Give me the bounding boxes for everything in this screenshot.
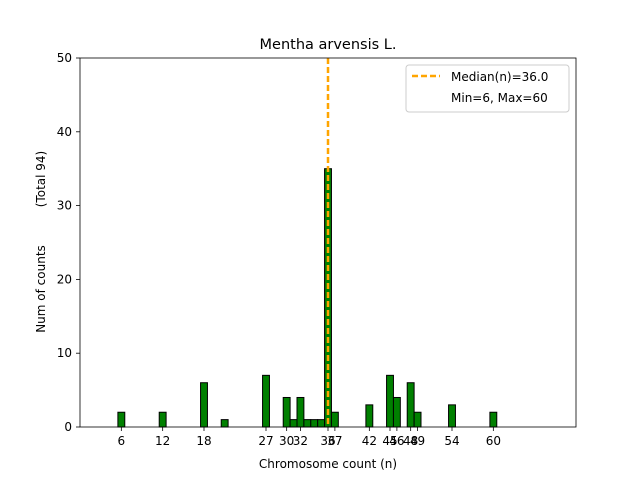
legend-frame <box>405 64 570 113</box>
x-tick-label: 46 <box>389 434 404 448</box>
bar <box>448 404 456 428</box>
bar <box>386 374 394 428</box>
x-tick-label: 45 <box>382 434 397 448</box>
x-tick-label: 32 <box>293 434 308 448</box>
x-tick-label: 60 <box>486 434 501 448</box>
chart-title: Mentha arvensis L. <box>260 37 397 53</box>
y-tick-label: 20 <box>57 272 72 286</box>
legend-minmax-label: Min=6, Max=60 <box>451 91 548 105</box>
x-tick-label: 12 <box>155 434 170 448</box>
bar <box>330 411 339 428</box>
legend: Median(n)=36.0 Min=6, Max=60 <box>405 64 570 113</box>
bar <box>200 382 208 428</box>
bar <box>406 382 415 428</box>
bar <box>296 396 305 428</box>
x-tick-label: 6 <box>118 434 126 448</box>
y-tick-label: 0 <box>64 420 72 434</box>
bar <box>289 419 298 428</box>
bar <box>310 419 319 428</box>
x-tick-label: 36 <box>320 434 335 448</box>
y-tick-label: 30 <box>57 199 72 213</box>
y-axis-ticks: 0 10 20 30 40 50 <box>57 51 80 434</box>
x-tick-label: 27 <box>258 434 273 448</box>
x-tick-label: 48 <box>403 434 418 448</box>
bar <box>303 419 312 428</box>
x-tick-label: 49 <box>410 434 425 448</box>
x-tick-label: 30 <box>279 434 294 448</box>
x-axis-label: Chromosome count (n) <box>259 457 397 471</box>
bar <box>365 404 374 428</box>
y-tick-label: 40 <box>57 125 72 139</box>
y-tick-label: 10 <box>57 346 72 360</box>
bar <box>220 419 229 428</box>
x-tick-label: 37 <box>327 434 342 448</box>
bar <box>489 411 498 428</box>
bar <box>392 396 401 428</box>
y-tick-label: 50 <box>57 51 72 65</box>
bar <box>282 396 291 428</box>
y-axis-label: Num of counts <box>34 245 48 333</box>
x-tick-label: 18 <box>196 434 211 448</box>
x-tick-label: 42 <box>362 434 377 448</box>
x-tick-label: 54 <box>444 434 459 448</box>
legend-median-label: Median(n)=36.0 <box>451 70 548 84</box>
y-axis-total-label: (Total 94) <box>34 151 48 207</box>
bar <box>158 411 167 428</box>
bar <box>317 419 326 428</box>
bar <box>117 411 126 428</box>
bar <box>262 374 270 428</box>
bar <box>413 411 422 428</box>
